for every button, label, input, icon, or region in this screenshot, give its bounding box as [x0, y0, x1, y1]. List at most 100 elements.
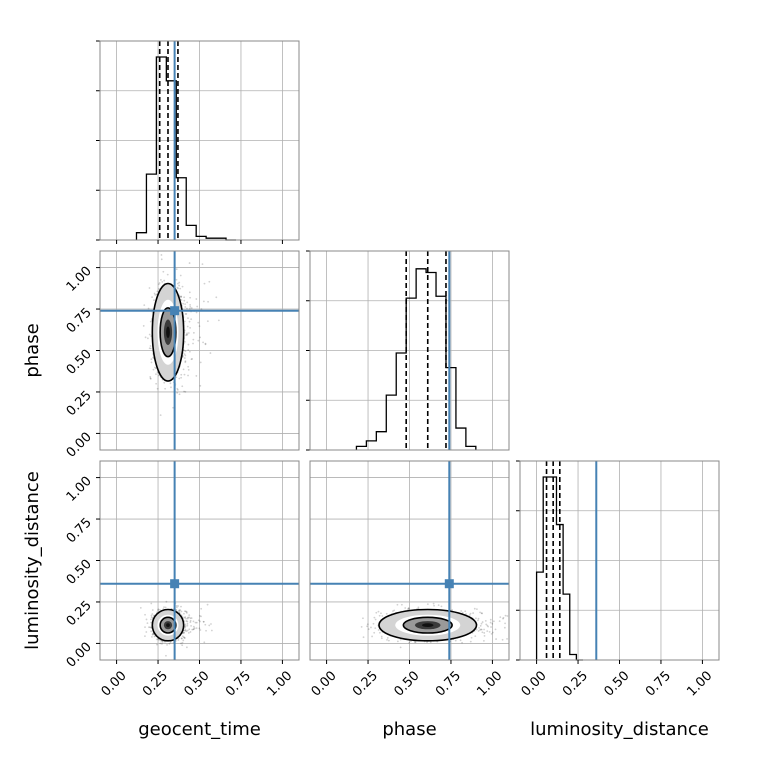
sample-point	[474, 635, 477, 638]
sample-point	[199, 629, 202, 631]
x-tick-label: 0.75	[223, 668, 254, 699]
sample-point	[199, 620, 201, 623]
sample-point	[192, 338, 195, 341]
sample-point	[188, 614, 191, 617]
sample-point	[183, 353, 186, 356]
x-axis-label-luminosity_distance: luminosity_distance	[530, 719, 709, 740]
sample-point	[152, 614, 155, 617]
sample-point	[186, 332, 189, 335]
sample-point	[514, 630, 516, 632]
sample-point	[179, 274, 182, 277]
y-tick-label: 1.00	[64, 264, 95, 295]
sample-point	[200, 607, 203, 610]
sample-point	[178, 610, 181, 613]
sample-point	[189, 631, 192, 633]
sample-point	[183, 340, 186, 343]
sample-point	[184, 629, 187, 632]
sample-point	[166, 273, 169, 276]
sample-point	[192, 628, 195, 631]
histogram-panel-phase	[306, 250, 510, 451]
sample-point	[166, 643, 168, 646]
sample-point	[157, 283, 160, 286]
sample-point	[184, 350, 187, 353]
sample-point	[175, 608, 178, 611]
sample-point	[150, 614, 153, 617]
sample-point	[170, 386, 172, 389]
sample-point	[386, 637, 389, 639]
sample-point	[150, 618, 152, 621]
sample-point	[177, 287, 179, 290]
sample-point	[204, 343, 207, 346]
sample-point	[161, 280, 164, 283]
sample-point	[188, 262, 191, 264]
x-tick-label: 0.50	[391, 668, 422, 699]
sample-point	[432, 602, 435, 605]
sample-point	[188, 307, 191, 310]
sample-point	[192, 628, 195, 631]
y-axis-label-phase: phase	[22, 323, 43, 377]
sample-point	[172, 406, 175, 409]
sample-point	[169, 641, 172, 644]
sample-point	[188, 628, 191, 631]
sample-point	[393, 609, 396, 612]
sample-point	[168, 642, 171, 645]
sample-point	[190, 307, 193, 309]
sample-point	[160, 254, 163, 256]
sample-point	[164, 606, 167, 609]
sample-point	[206, 603, 209, 606]
sample-point	[149, 377, 152, 380]
sample-point	[196, 305, 199, 308]
sample-point	[181, 641, 184, 644]
sample-point	[187, 374, 189, 377]
sample-point	[149, 377, 152, 380]
sample-point	[183, 320, 186, 323]
sample-point	[186, 629, 189, 632]
sample-point	[490, 632, 493, 635]
sample-point	[200, 308, 203, 311]
sample-point	[483, 632, 486, 634]
sample-point	[188, 350, 191, 353]
sample-point	[451, 609, 454, 611]
sample-point	[217, 319, 220, 322]
sample-point	[184, 354, 187, 357]
sample-point	[477, 630, 480, 632]
sample-point	[144, 613, 146, 616]
sample-point	[183, 373, 186, 376]
y-tick-label: 0.00	[64, 430, 95, 461]
sample-point	[215, 296, 218, 299]
sample-point	[150, 358, 153, 361]
sample-point	[177, 605, 180, 607]
sample-point	[197, 619, 200, 622]
sample-point	[144, 336, 147, 339]
sample-point	[373, 631, 376, 634]
sample-point	[181, 285, 184, 288]
sample-point	[186, 622, 189, 625]
sample-point	[381, 615, 384, 617]
sample-point	[512, 615, 514, 617]
sample-point	[179, 609, 182, 612]
sample-point	[176, 286, 179, 289]
sample-point	[501, 638, 504, 641]
sample-point	[491, 622, 494, 625]
sample-point	[175, 278, 178, 281]
sample-point	[182, 302, 185, 305]
sample-point	[186, 325, 189, 328]
sample-point	[186, 307, 188, 310]
sample-point	[175, 376, 178, 379]
sample-point	[366, 625, 368, 628]
sample-point	[148, 287, 151, 289]
sample-point	[150, 361, 153, 364]
sample-point	[183, 296, 186, 299]
sample-point	[377, 610, 380, 613]
sample-point	[360, 625, 363, 628]
sample-point	[192, 331, 195, 334]
sample-point	[489, 618, 492, 621]
sample-point	[189, 619, 192, 622]
sample-point	[362, 636, 365, 639]
sample-point	[180, 373, 183, 376]
y-tick-label: 0.50	[64, 557, 95, 588]
sample-point	[199, 336, 202, 339]
sample-point	[195, 621, 198, 624]
sample-point	[147, 307, 150, 310]
sample-point	[185, 630, 188, 633]
